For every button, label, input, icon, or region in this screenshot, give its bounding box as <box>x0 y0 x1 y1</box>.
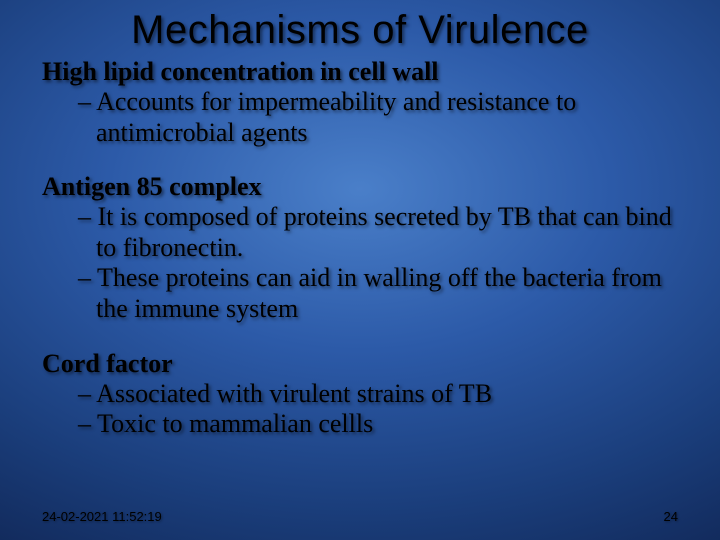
bullet-item: – Toxic to mammalian cellls <box>42 409 678 440</box>
slide: Mechanisms of Virulence High lipid conce… <box>0 0 720 540</box>
footer-timestamp: 24-02-2021 11:52:19 <box>42 509 162 524</box>
slide-footer: 24-02-2021 11:52:19 24 <box>42 509 678 524</box>
section-heading: High lipid concentration in cell wall <box>42 57 678 87</box>
bullet-item: – It is composed of proteins secreted by… <box>42 202 678 263</box>
bullet-item: – Associated with virulent strains of TB <box>42 379 678 410</box>
bullet-item: – Accounts for impermeability and resist… <box>42 87 678 148</box>
footer-page-number: 24 <box>664 509 678 524</box>
section-heading: Antigen 85 complex <box>42 172 678 202</box>
slide-title: Mechanisms of Virulence <box>42 8 678 53</box>
slide-content: High lipid concentration in cell wall – … <box>42 57 678 440</box>
section-heading: Cord factor <box>42 349 678 379</box>
bullet-item: – These proteins can aid in walling off … <box>42 263 678 324</box>
